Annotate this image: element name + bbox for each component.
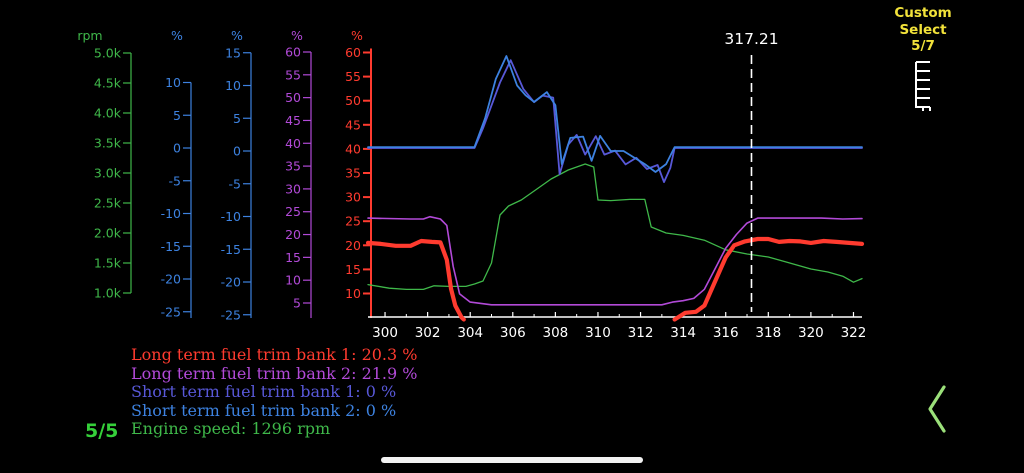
x-tick-label: 318 [755,325,781,341]
ltft2-tick-label: 60 [285,45,301,60]
series-stft1 [367,59,863,184]
ltft2-tick-label: 10 [285,273,301,288]
ltft2-tick-label: 55 [285,67,301,82]
back-chevron-icon[interactable] [924,384,950,434]
series-ltft1 [365,238,466,322]
x-tick-label: 302 [415,325,441,341]
ltft2-tick-label: 50 [285,90,301,105]
rpm-tick-label: 4.5k [94,76,122,91]
stft1-tick-label: -15 [161,239,181,254]
ltft1-tick-label: 30 [345,190,361,205]
custom-select-button[interactable]: Custom Select 5/7 [880,5,966,112]
stft2-tick-label: 15 [225,45,241,60]
rpm-tick-label: 2.0k [94,226,122,241]
legend-engine-speed: Engine speed: 1296 rpm [131,419,331,438]
ltft1-tick-label: 55 [345,69,361,84]
x-tick-label: 316 [713,325,739,341]
stft1-tick-label: -5 [169,173,181,188]
ltft2-tick-label: 15 [285,250,301,265]
legend-stft2: Short term fuel trim bank 2: 0 % [131,400,397,420]
stft1-axis-unit: % [171,28,183,43]
cursor-value-label: 317.21 [724,30,778,48]
ltft1-tick-label: 15 [345,262,361,277]
ltft1-tick-label: 10 [345,286,361,301]
stft2-tick-label: 10 [225,78,241,93]
legend-ltft1: Long term fuel trim bank 1: 20.3 % [131,345,418,364]
stft2-tick-label: -10 [221,209,241,224]
stft2-axis-unit: % [231,28,243,43]
ltft2-tick-label: 40 [285,136,301,151]
rpm-tick-label: 4.0k [94,106,122,121]
ltft2-tick-label: 35 [285,159,301,174]
stft1-tick-label: 5 [173,108,181,123]
rpm-tick-label: 1.0k [94,286,122,301]
stft2-tick-label: -15 [221,242,241,257]
rpm-tick-label: 1.5k [94,256,122,271]
series-ltft2 [367,215,863,306]
rpm-tick-label: 3.5k [94,136,122,151]
series-rpm [367,163,863,291]
x-tick-label: 308 [542,325,568,341]
ltft2-tick-label: 45 [285,113,301,128]
ltft2-tick-label: 30 [285,181,301,196]
ltft2-tick-label: 5 [293,296,301,311]
page-indicator: 5/5 [85,420,119,442]
rpm-tick-label: 3.0k [94,166,122,181]
x-tick-label: 310 [585,325,611,341]
ltft1-tick-label: 60 [345,45,361,60]
scale-ruler-icon [915,60,931,111]
stft1-tick-label: -20 [161,272,181,287]
ltft1-tick-label: 40 [345,141,361,156]
stft2-tick-label: -5 [229,176,241,191]
stft1-tick-label: -25 [161,304,181,319]
rpm-axis-unit: rpm [77,28,102,43]
x-tick-label: 304 [457,325,483,341]
stft2-tick-label: 0 [233,144,241,159]
custom-select-line3: 5/7 [911,38,935,54]
x-tick-label: 314 [670,325,696,341]
stft2-tick-label: -20 [221,275,241,290]
ltft1-tick-label: 25 [345,214,361,229]
stft1-tick-label: 0 [173,141,181,156]
rpm-tick-label: 2.5k [94,196,122,211]
stft2-tick-label: -25 [221,307,241,322]
x-tick-label: 322 [841,325,867,341]
legend: Long term fuel trim bank 1: 20.3 % Long … [131,345,418,439]
custom-select-line1: Custom [894,5,952,21]
stft1-tick-label: -10 [161,206,181,221]
ltft1-tick-label: 50 [345,93,361,108]
x-tick-label: 300 [372,325,398,341]
ltft2-axis-unit: % [291,28,303,43]
series-ltft1 [672,236,865,322]
x-tick-label: 320 [798,325,824,341]
ltft1-axis-unit: % [351,28,363,43]
ltft2-tick-label: 20 [285,227,301,242]
stft1-tick-label: 10 [165,75,181,90]
x-tick-label: 306 [500,325,526,341]
stft2-tick-label: 5 [233,111,241,126]
rpm-tick-label: 5.0k [94,46,122,61]
ltft1-tick-label: 20 [345,238,361,253]
ltft1-tick-label: 45 [345,117,361,132]
ltft1-tick-label: 35 [345,166,361,181]
series-stft2 [367,55,863,173]
custom-select-line2: Select [899,21,947,38]
ltft2-tick-label: 25 [285,204,301,219]
legend-stft1: Short term fuel trim bank 1: 0 % [131,382,397,401]
home-indicator[interactable] [381,457,643,463]
x-tick-label: 312 [628,325,654,341]
legend-ltft2: Long term fuel trim bank 2: 21.9 % [131,363,418,383]
